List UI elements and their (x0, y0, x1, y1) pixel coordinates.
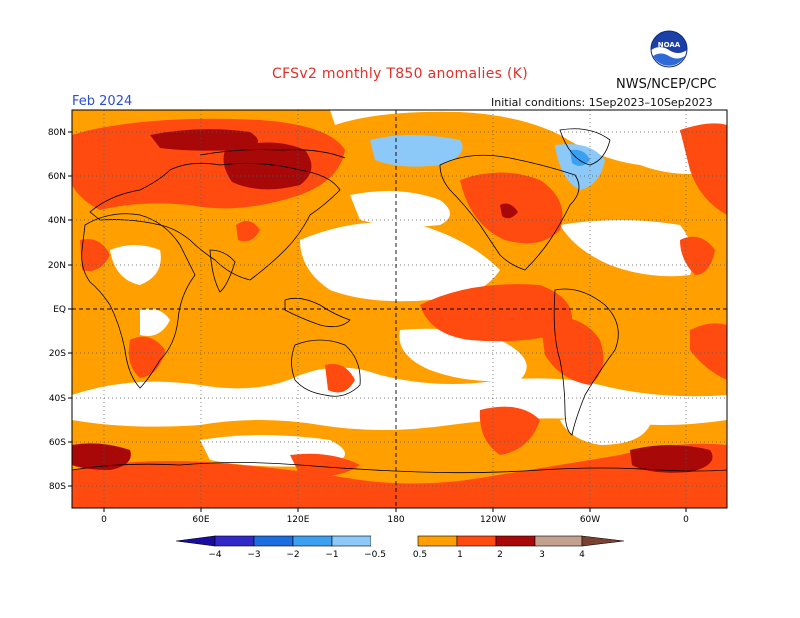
organization-label: NWS/NCEP/CPC (616, 77, 717, 92)
map-title: CFSv2 monthly T850 anomalies (K) (272, 66, 528, 82)
longitude-labels: 0 60E 120E 180 120W 60W 0 (101, 515, 689, 525)
colorbar-label: −1 (325, 550, 338, 560)
lon-label: 0 (101, 515, 107, 525)
noaa-logo-text: NOAA (658, 41, 681, 49)
reference-lines (72, 110, 727, 508)
axis-ticks (68, 131, 687, 512)
forecast-month: Feb 2024 (72, 94, 133, 109)
colorbar-label: 1 (457, 550, 463, 560)
colorbar-label: −4 (208, 550, 222, 560)
colorbar-segment (331, 535, 372, 547)
colorbar-segment (456, 535, 497, 547)
latitude-labels: 80N 60N 40N 20N EQ 20S 40S 60S 80S (48, 128, 66, 492)
colorbar-label: 3 (539, 550, 545, 560)
colorbar-label: 4 (579, 550, 585, 560)
lat-label: 60S (49, 438, 66, 448)
lat-label: 40N (48, 216, 66, 226)
colorbar-segment (495, 535, 536, 547)
lat-label: 80S (49, 482, 66, 492)
lon-label: 60W (580, 515, 600, 525)
lat-label: EQ (53, 305, 66, 315)
lon-label: 0 (683, 515, 689, 525)
colorbar-segment (175, 535, 216, 547)
colorbar-segment (292, 535, 333, 547)
colorbar-labels: −4 −3 −2 −1 −0.5 0.5 1 2 3 4 (208, 550, 585, 560)
colorbar-segment (417, 535, 458, 547)
colorbar (175, 535, 625, 547)
lat-label: 40S (49, 394, 66, 404)
lat-label: 60N (48, 172, 66, 182)
colorbar-label: −2 (286, 550, 299, 560)
anomaly-field (72, 110, 727, 508)
lon-label: 120E (287, 515, 310, 525)
noaa-logo-icon: NOAA (650, 30, 688, 68)
colorbar-label: 0.5 (413, 550, 427, 560)
colorbar-segment (371, 536, 418, 546)
colorbar-segment (581, 535, 625, 547)
colorbar-label: 2 (497, 550, 503, 560)
colorbar-segment (253, 535, 294, 547)
colorbar-segment (534, 535, 583, 547)
lon-label: 120W (480, 515, 506, 525)
lat-label: 20S (49, 349, 66, 359)
lat-label: 80N (48, 128, 66, 138)
colorbar-label: −3 (247, 550, 260, 560)
lon-label: 60E (192, 515, 209, 525)
lon-label: 180 (387, 515, 404, 525)
lat-label: 20N (48, 261, 66, 271)
colorbar-segment (214, 535, 255, 547)
initial-conditions: Initial conditions: 1Sep2023–10Sep2023 (491, 96, 713, 109)
colorbar-label: −0.5 (364, 550, 386, 560)
coastlines (72, 128, 727, 474)
